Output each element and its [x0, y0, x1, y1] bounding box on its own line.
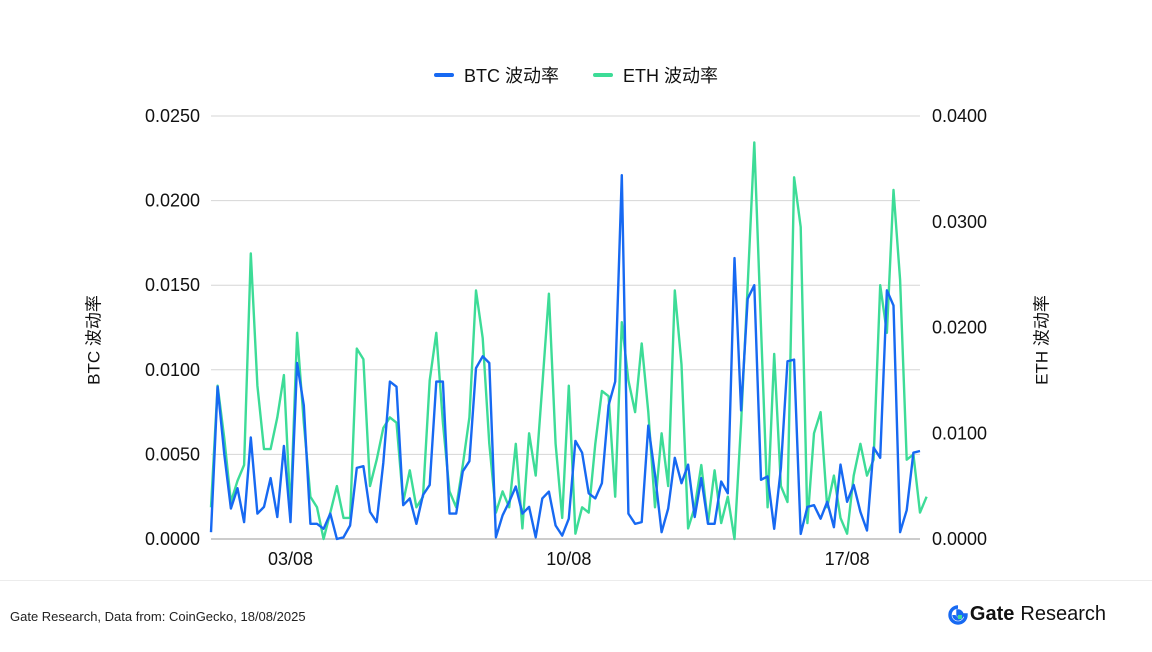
y-right-tick-label: 0.0200 [932, 318, 987, 338]
y-left-tick-label: 0.0050 [145, 444, 200, 464]
legend-label-btc: BTC 波动率 [463, 66, 559, 86]
brand-suffix: Research [1020, 603, 1106, 625]
y-left-tick-label: 0.0250 [145, 106, 200, 126]
y-left-tick-label: 0.0100 [145, 360, 200, 380]
x-tick-label: 03/08 [268, 549, 313, 569]
series-line-btc [209, 173, 921, 541]
x-tick-label: 17/08 [825, 549, 870, 569]
footer-source: Gate Research, Data from: CoinGecko, 18/… [10, 609, 306, 624]
legend: BTC 波动率 ETH 波动率 [0, 62, 1152, 88]
y-right-tick-label: 0.0100 [932, 423, 987, 443]
brand-name: Gate [969, 603, 1015, 625]
y-axis-left-title: BTC 波动率 [84, 295, 104, 385]
y-left-tick-label: 0.0000 [145, 529, 200, 549]
legend-item-eth: ETH 波动率 [593, 62, 718, 88]
y-left-tick-label: 0.0200 [145, 191, 200, 211]
gate-logo-icon [948, 604, 968, 625]
footer-divider [0, 580, 1152, 581]
legend-item-btc: BTC 波动率 [433, 62, 559, 88]
y-axis-right-title: ETH 波动率 [1032, 295, 1052, 385]
y-right-tick-label: 0.0300 [932, 212, 987, 232]
x-tick-label: 10/08 [546, 549, 591, 569]
legend-swatch-btc [433, 73, 454, 77]
y-left-tick-label: 0.0150 [145, 275, 200, 295]
y-right-tick-label: 0.0400 [932, 106, 987, 126]
y-right-tick-label: 0.0000 [932, 529, 987, 549]
legend-swatch-eth [593, 73, 613, 77]
legend-label-eth: ETH 波动率 [623, 66, 719, 86]
brand-logo: Gate Research [948, 603, 1106, 626]
series-line-eth [209, 141, 928, 541]
